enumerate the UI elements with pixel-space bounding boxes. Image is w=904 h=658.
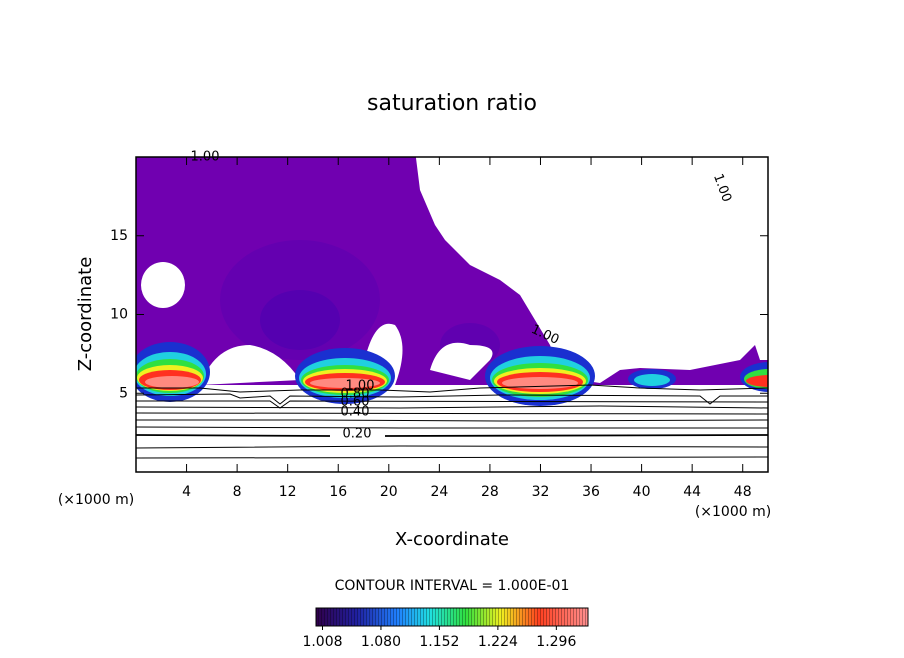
- contour-label: 0.60: [341, 395, 370, 410]
- colorbar-tick-label: 1.152: [419, 634, 459, 650]
- x-tick-label: 40: [633, 484, 651, 500]
- y-axis-label: Z-coordinate: [75, 257, 96, 372]
- clear-region: [430, 342, 493, 380]
- contour-lines: [136, 157, 768, 459]
- contour-label: 0.20: [343, 427, 372, 442]
- colorbar-tick-label: 1.296: [536, 634, 576, 650]
- x-tick-label: 24: [430, 484, 448, 500]
- x-axis-label: X-coordinate: [395, 529, 509, 550]
- x-unit: (×1000 m): [695, 504, 771, 520]
- contour-label: 1.00: [191, 150, 220, 165]
- y-tick-label: 15: [110, 228, 128, 244]
- clear-region: [141, 262, 185, 308]
- field-shade: [260, 290, 340, 350]
- clear-region: [415, 157, 768, 383]
- contour-interval: CONTOUR INTERVAL = 1.000E-01: [335, 578, 570, 594]
- y-tick-label: 10: [110, 307, 128, 323]
- x-tick-label: 16: [329, 484, 347, 500]
- field: [136, 157, 768, 472]
- colorbar-tick-label: 1.008: [302, 634, 342, 650]
- colorbar-tick-label: 1.080: [361, 634, 401, 650]
- contour-label: 0.40: [341, 405, 370, 420]
- x-tick-label: 36: [582, 484, 600, 500]
- cloud-blobs: [136, 342, 768, 406]
- x-tick-label: 28: [481, 484, 499, 500]
- contour-label: 0.80: [341, 387, 370, 402]
- x-tick-label: 4: [182, 484, 191, 500]
- colorbar-tick-label: 1.224: [478, 634, 518, 650]
- x-tick-label: 32: [532, 484, 550, 500]
- chart-title: saturation ratio: [367, 91, 537, 116]
- clear-region: [136, 385, 768, 472]
- x-tick-label: 12: [279, 484, 297, 500]
- colorbar-frame: [315, 607, 589, 627]
- y-unit: (×1000 m): [58, 492, 134, 508]
- x-tick-label: 8: [233, 484, 242, 500]
- x-tick-label: 44: [683, 484, 701, 500]
- x-tick-label: 48: [734, 484, 752, 500]
- y-tick-label: 5: [119, 385, 128, 401]
- contour-label: 1.00: [346, 379, 375, 394]
- clear-region: [200, 345, 300, 385]
- x-tick-label: 20: [380, 484, 398, 500]
